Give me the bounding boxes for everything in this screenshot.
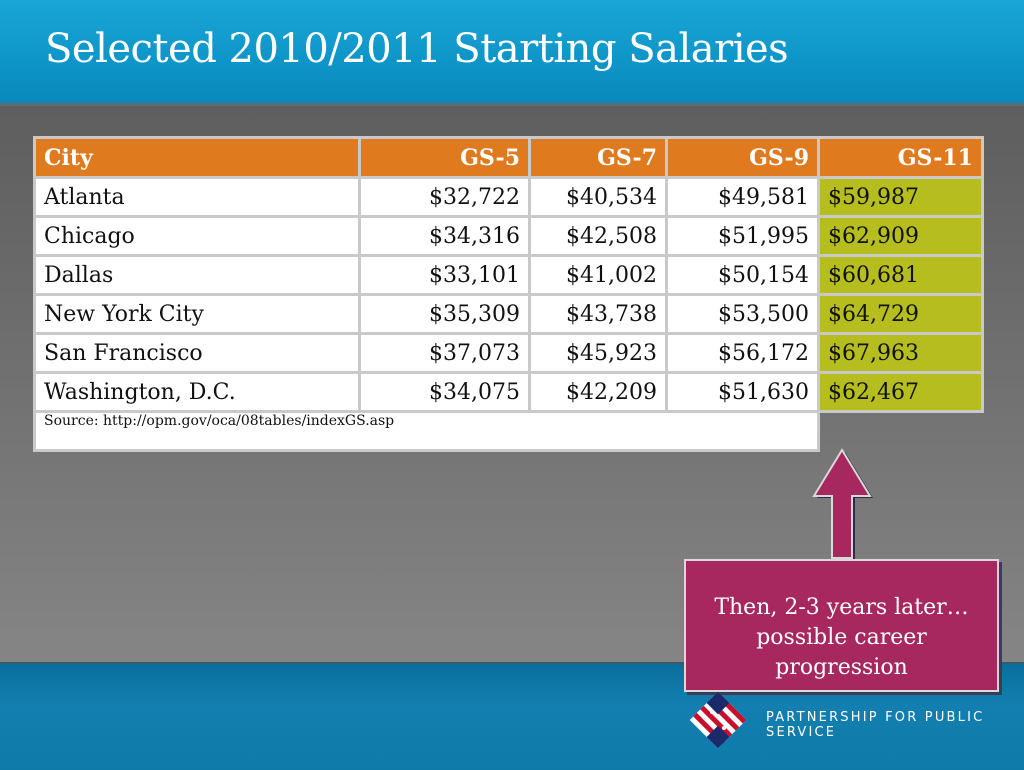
cell-gs5: $34,075: [358, 371, 531, 413]
cell-gs9: $51,995: [665, 215, 820, 257]
organization-name: PARTNERSHIP FOR PUBLIC SERVICE: [766, 710, 985, 740]
empty-cell: [819, 412, 983, 451]
source-row: Source: http://opm.gov/oca/08tables/inde…: [33, 410, 983, 452]
cell-gs5: $34,316: [358, 215, 531, 257]
table-row: Dallas $33,101 $41,002 $50,154 $60,681: [33, 254, 984, 296]
cell-gs11: $62,909: [817, 215, 984, 257]
cell-gs11: $62,467: [817, 371, 984, 413]
table-row: San Francisco $37,073 $45,923 $56,172 $6…: [33, 332, 984, 374]
cell-gs5: $32,722: [358, 176, 531, 218]
career-progression-callout: Then, 2-3 years later… possible career p…: [684, 559, 999, 692]
table-row: New York City $35,309 $43,738 $53,500 $6…: [33, 293, 984, 335]
slide-header: Selected 2010/2011 Starting Salaries: [0, 0, 1024, 106]
cell-city: Chicago: [33, 215, 361, 257]
header-gs5: GS-5: [358, 136, 531, 179]
salary-table: City GS-5 GS-7 GS-9 GS-11 Atlanta $32,72…: [33, 136, 984, 452]
cell-city: San Francisco: [33, 332, 361, 374]
cell-gs11: $64,729: [817, 293, 984, 335]
cell-gs7: $41,002: [528, 254, 668, 296]
cell-gs9: $53,500: [665, 293, 820, 335]
cell-city: Washington, D.C.: [33, 371, 361, 413]
table-header-row: City GS-5 GS-7 GS-9 GS-11: [33, 136, 984, 179]
cell-gs7: $40,534: [528, 176, 668, 218]
table-row: Chicago $34,316 $42,508 $51,995 $62,909: [33, 215, 984, 257]
slide-title: Selected 2010/2011 Starting Salaries: [45, 26, 789, 72]
cell-gs11: $59,987: [817, 176, 984, 218]
cell-gs9: $56,172: [665, 332, 820, 374]
cell-gs7: $43,738: [528, 293, 668, 335]
cell-city: New York City: [33, 293, 361, 335]
cell-gs5: $35,309: [358, 293, 531, 335]
table-row: Atlanta $32,722 $40,534 $49,581 $59,987: [33, 176, 984, 218]
source-note: Source: http://opm.gov/oca/08tables/inde…: [33, 410, 820, 452]
cell-gs7: $42,209: [528, 371, 668, 413]
callout-line-2: possible career: [756, 625, 927, 650]
header-gs9: GS-9: [665, 136, 820, 179]
cell-gs5: $33,101: [358, 254, 531, 296]
partnership-logo-icon: [689, 691, 747, 749]
up-arrow-icon: [812, 448, 873, 560]
cell-gs9: $51,630: [665, 371, 820, 413]
cell-city: Dallas: [33, 254, 361, 296]
header-gs7: GS-7: [528, 136, 668, 179]
cell-gs9: $50,154: [665, 254, 820, 296]
cell-gs7: $42,508: [528, 215, 668, 257]
header-gs11: GS-11: [817, 136, 984, 179]
table-row: Washington, D.C. $34,075 $42,209 $51,630…: [33, 371, 984, 413]
cell-gs7: $45,923: [528, 332, 668, 374]
cell-city: Atlanta: [33, 176, 361, 218]
cell-gs5: $37,073: [358, 332, 531, 374]
callout-line-1: Then, 2-3 years later…: [714, 595, 969, 620]
cell-gs11: $67,963: [817, 332, 984, 374]
header-city: City: [33, 136, 361, 179]
callout-line-3: progression: [775, 655, 908, 680]
cell-gs11: $60,681: [817, 254, 984, 296]
cell-gs9: $49,581: [665, 176, 820, 218]
